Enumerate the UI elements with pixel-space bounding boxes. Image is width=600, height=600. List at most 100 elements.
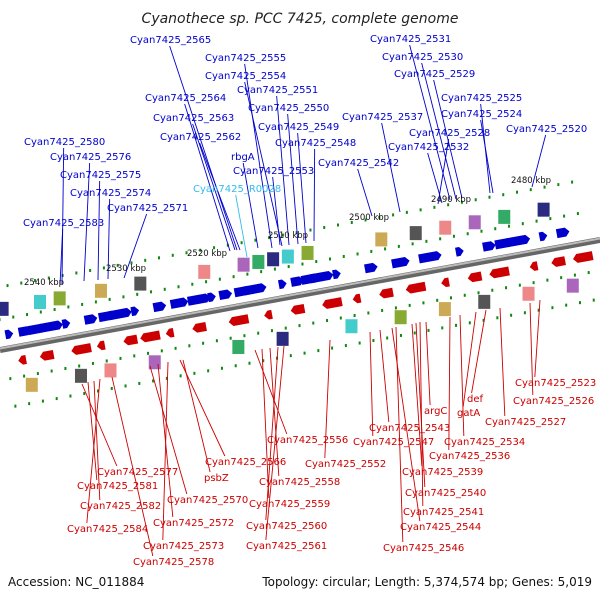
- forward-gene-arrow: [332, 269, 341, 280]
- reverse-label-leader: [379, 329, 390, 423]
- feature-block: [375, 232, 388, 247]
- track-tick: [246, 272, 249, 276]
- track-tick: [378, 215, 381, 219]
- reverse-gene-arrow: [71, 343, 92, 355]
- track-tick: [508, 224, 511, 228]
- reverse-label-leader: [462, 311, 477, 408]
- track-tick: [229, 336, 232, 340]
- track-tick: [537, 308, 540, 312]
- forward-gene-label: Cyan7425_2580: [24, 137, 105, 148]
- track-tick: [262, 359, 265, 363]
- track-tick: [188, 344, 191, 348]
- forward-label-leader: [83, 162, 91, 282]
- forward-label-leader: [433, 79, 463, 199]
- track-tick: [110, 386, 113, 390]
- track-tick: [587, 271, 590, 275]
- track-tick: [9, 377, 12, 381]
- track-tick: [329, 257, 331, 261]
- track-tick: [364, 218, 367, 222]
- track-tick: [152, 379, 155, 383]
- reverse-gene-arrow: [467, 271, 483, 283]
- track-tick: [260, 270, 263, 274]
- feature-block: [198, 264, 211, 279]
- genome-backbone: [0, 237, 600, 353]
- forward-gene-arrow: [418, 251, 442, 264]
- track-tick: [147, 351, 150, 355]
- track-tick: [61, 273, 64, 277]
- track-tick: [303, 351, 306, 355]
- reverse-label-leader: [261, 348, 270, 499]
- track-tick: [576, 212, 579, 216]
- feature-block: [537, 202, 550, 217]
- track-tick: [516, 190, 519, 194]
- track-tick: [482, 318, 485, 322]
- track-tick: [193, 371, 196, 375]
- track-tick: [480, 229, 483, 233]
- forward-gene-label: Cyan7425_2575: [60, 170, 141, 181]
- track-tick: [281, 233, 284, 237]
- reverse-gene-label: Cyan7425_2558: [259, 477, 340, 488]
- track-tick: [466, 232, 469, 236]
- track-tick: [491, 288, 494, 292]
- forward-gene-label: Cyan7425_2537: [342, 112, 423, 123]
- reverse-gene-label: Cyan7425_2577: [97, 467, 178, 478]
- forward-gene-arrow: [309, 270, 334, 284]
- forward-gene-arrow: [108, 307, 132, 321]
- forward-gene-arrow: [39, 320, 63, 333]
- track-tick: [370, 249, 373, 253]
- feature-block: [34, 295, 46, 309]
- track-tick: [108, 297, 111, 301]
- track-tick: [468, 321, 471, 325]
- track-tick: [240, 241, 243, 245]
- track-tick: [163, 287, 166, 291]
- genome-tracks: [0, 180, 600, 408]
- reverse-gene-label: Cyan7425_2556: [267, 435, 348, 446]
- track-tick: [160, 349, 163, 353]
- forward-label-leader: [123, 213, 148, 279]
- track-tick: [460, 200, 463, 204]
- forward-gene-arrow: [391, 256, 410, 269]
- track-tick: [28, 402, 31, 406]
- feature-block: [134, 276, 147, 291]
- track-tick: [36, 372, 39, 376]
- track-tick: [47, 276, 50, 280]
- track-tick: [122, 295, 125, 299]
- track-tick: [53, 307, 56, 311]
- reverse-gene-label: Cyan7425_2561: [246, 541, 327, 552]
- track-tick: [144, 258, 147, 262]
- track-tick: [301, 262, 304, 266]
- forward-label-leader: [427, 152, 443, 204]
- track-tick: [64, 367, 67, 371]
- forward-gene-label: rbgA: [231, 152, 255, 163]
- reverse-gene-label: Cyan7425_2541: [403, 507, 484, 518]
- reverse-gene-arrow: [551, 256, 566, 267]
- feature-block: [566, 278, 579, 293]
- track-tick: [337, 223, 339, 227]
- forward-gene-label: Cyan7425_2525: [441, 93, 522, 104]
- forward-gene-label: Cyan7425_2565: [130, 35, 211, 46]
- track-tick: [289, 354, 292, 358]
- forward-label-leader: [421, 62, 457, 200]
- reverse-gene-arrow: [529, 261, 539, 271]
- track-tick: [199, 248, 202, 252]
- reverse-label-leader: [448, 316, 451, 451]
- track-tick: [339, 316, 342, 320]
- track-tick: [425, 239, 428, 243]
- forward-label-leader: [357, 168, 373, 217]
- kbp-tick-label: 2540 kbp: [24, 278, 64, 288]
- feature-block: [94, 283, 107, 298]
- reverse-label-leader: [182, 359, 211, 473]
- forward-gene-arrow: [218, 289, 233, 300]
- track-tick: [505, 286, 508, 290]
- gene-labels: 2480 kbp 2490 kbp 2500 kbp 2510 kbp 2520 kbp…: [23, 34, 596, 568]
- genome-backbone-highlight: [0, 237, 600, 350]
- forward-gene-label: Cyan7425_2553: [233, 166, 314, 177]
- reverse-gene-label: Cyan7425_2578: [133, 557, 214, 568]
- forward-label-leader: [244, 81, 283, 247]
- forward-gene-arrow: [207, 292, 216, 303]
- forward-label-leader: [242, 162, 259, 249]
- reverse-gene-label: Cyan7425_2547: [353, 437, 434, 448]
- reverse-gene-label: Cyan7425_2581: [77, 481, 158, 492]
- forward-label-leader: [61, 147, 65, 285]
- feature-block: [498, 209, 511, 224]
